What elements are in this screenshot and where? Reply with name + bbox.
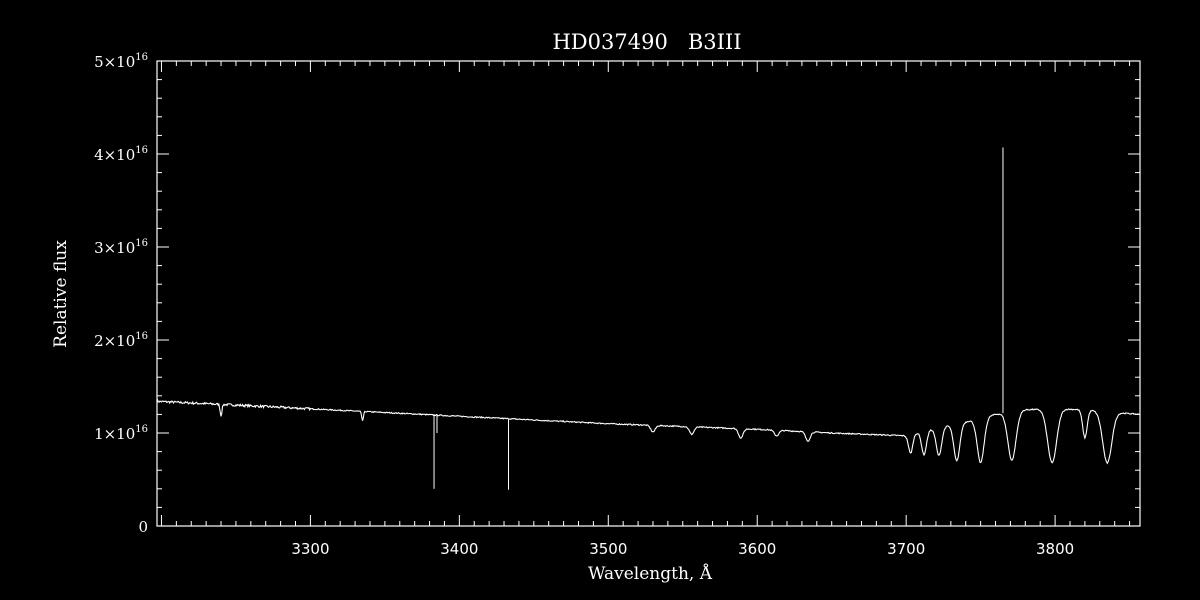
y-tick-label: 0 [138, 518, 148, 536]
y-tick-label: 4×1016 [94, 145, 148, 164]
chart-title: HD037490 B3III [552, 30, 741, 54]
x-tick-label: 3300 [291, 540, 329, 558]
x-tick-label: 3800 [1036, 540, 1074, 558]
plot-frame [156, 60, 1141, 527]
y-axis-label: Relative flux [51, 240, 71, 348]
x-tick-label: 3600 [738, 540, 776, 558]
x-tick-label: 3700 [887, 540, 925, 558]
spectrum-line [156, 399, 1141, 465]
y-tick-label: 5×1016 [94, 52, 148, 71]
x-tick-label: 3500 [589, 540, 627, 558]
y-tick-label: 1×1016 [94, 424, 148, 443]
x-tick-label: 3400 [440, 540, 478, 558]
x-axis-label: Wavelength, Å [588, 563, 713, 584]
y-tick-label: 2×1016 [94, 331, 148, 350]
y-tick-label: 3×1016 [94, 238, 148, 257]
